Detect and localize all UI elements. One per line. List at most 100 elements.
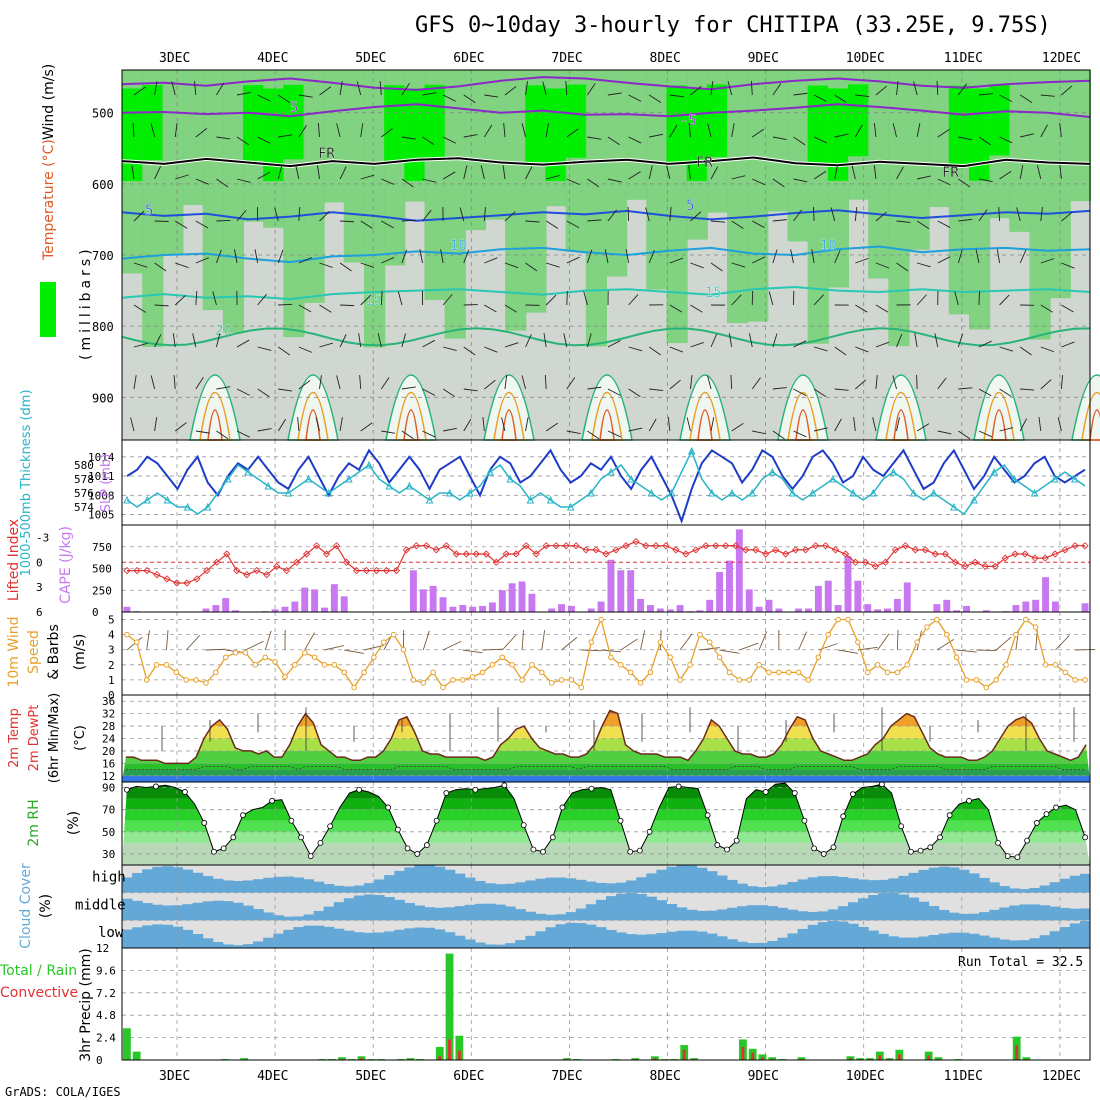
wind-speed-marker <box>904 662 911 668</box>
lifted-marker <box>632 537 640 546</box>
cape-bar <box>716 571 724 612</box>
contour-30 <box>207 409 223 441</box>
rh-high-patch <box>404 88 426 181</box>
wind-tick: 1 <box>108 674 115 687</box>
wind-barb <box>772 219 787 222</box>
rh-mid-patch <box>182 70 204 205</box>
wind-speed-marker <box>815 654 822 661</box>
cloud-cell <box>807 924 819 948</box>
wind-barb <box>298 94 313 98</box>
rh-high-patch <box>706 84 728 157</box>
lifted-marker <box>981 562 989 571</box>
wind-speed-marker <box>1032 624 1039 630</box>
wind-barb <box>463 94 476 104</box>
wind-barb <box>1040 379 1052 390</box>
wind-barb-10m <box>956 649 977 653</box>
wind-barb <box>379 81 382 96</box>
wind-barb <box>875 375 878 390</box>
temp-label-1: 2m Temp <box>7 708 22 768</box>
rh-marker <box>898 823 905 830</box>
date-tick-bottom: 11DEC <box>944 1069 983 1084</box>
wind-speed-marker <box>311 654 318 661</box>
date-tick-bottom: 10DEC <box>846 1069 885 1084</box>
wind-barb <box>401 82 410 96</box>
wind-barb <box>543 333 547 348</box>
cloud-cell <box>989 882 1000 893</box>
wind-barb <box>957 333 964 348</box>
wind-barb <box>401 333 406 348</box>
wind-barb <box>649 388 664 392</box>
cloud-cell <box>303 879 315 893</box>
lifted-axis-label: Lifted Index <box>6 519 22 601</box>
wind-barb <box>954 291 959 306</box>
wind-speed-marker <box>618 662 624 668</box>
wind-barb <box>154 417 158 432</box>
cloud-cell <box>525 880 536 893</box>
cloud-cell <box>1019 889 1030 893</box>
wind-barb <box>689 375 693 390</box>
wind-barb <box>525 220 540 223</box>
rh-high-patch <box>827 88 849 181</box>
cape-bar <box>439 597 447 612</box>
cloud-cell <box>999 939 1010 948</box>
lifted-marker <box>542 542 550 550</box>
wind-speed-marker <box>963 677 970 683</box>
wind-barb <box>978 430 992 438</box>
wind-barb <box>669 257 684 264</box>
temp-label-3-group: (6hr Min/Max) <box>47 693 62 783</box>
wind-speed-marker <box>430 669 436 676</box>
wind-barb <box>958 178 971 188</box>
wind-barb <box>731 294 742 306</box>
wind-barb <box>710 333 718 348</box>
wind-barb-10m <box>1055 635 1070 651</box>
wind-speed-marker <box>578 684 585 691</box>
wind-speed-marker <box>855 639 861 645</box>
wind-barb <box>319 86 332 96</box>
wind-barb <box>401 249 407 264</box>
wind-barb <box>649 133 664 138</box>
cape-bar <box>301 587 309 612</box>
wind-barb <box>422 209 432 222</box>
wind-barb <box>978 93 993 96</box>
cloud-cell <box>938 909 950 921</box>
cloud-cell <box>676 930 688 948</box>
wind-speed-marker <box>529 662 535 668</box>
date-tick-top: 9DEC <box>748 51 779 66</box>
wind-barb <box>958 430 971 440</box>
wind-barb <box>360 220 373 229</box>
wind-barb <box>278 388 293 392</box>
wind-speed-marker <box>677 677 683 683</box>
rh-mid-patch <box>585 70 607 347</box>
lifted-marker <box>332 542 341 550</box>
precip-total-bar <box>338 1057 346 1060</box>
lifted-marker <box>811 542 820 550</box>
wind-barb <box>483 207 486 222</box>
cloud-cell <box>555 877 567 893</box>
lifted-tick: 0 <box>36 556 43 569</box>
lifted-marker <box>712 542 720 550</box>
cloud-cell <box>162 905 173 921</box>
cloud-cell <box>706 871 718 893</box>
cape-bar <box>666 609 674 612</box>
wind-barb <box>484 304 497 313</box>
wind-barb <box>875 304 889 313</box>
contour-25 <box>199 391 231 441</box>
slp-tick: 1005 <box>88 509 115 522</box>
lifted-marker <box>452 550 460 558</box>
wind-barb-10m <box>995 636 1012 651</box>
rh-marker <box>724 846 730 853</box>
wind-barb-10m <box>264 630 272 651</box>
cape-bar <box>1022 601 1030 612</box>
temp-tick: 36 <box>102 695 115 708</box>
pressure-tick: 700 <box>92 249 114 263</box>
temp-band <box>122 763 1090 770</box>
wind-barb <box>793 209 803 222</box>
wind-tick: 4 <box>108 629 115 642</box>
wind-barb <box>298 346 312 353</box>
wind-barb <box>587 178 600 188</box>
rh-marker <box>917 847 924 854</box>
cloud-cell <box>182 904 194 921</box>
rh-marker <box>559 804 566 811</box>
wind-barb <box>628 94 642 102</box>
wind-barb <box>360 294 372 306</box>
